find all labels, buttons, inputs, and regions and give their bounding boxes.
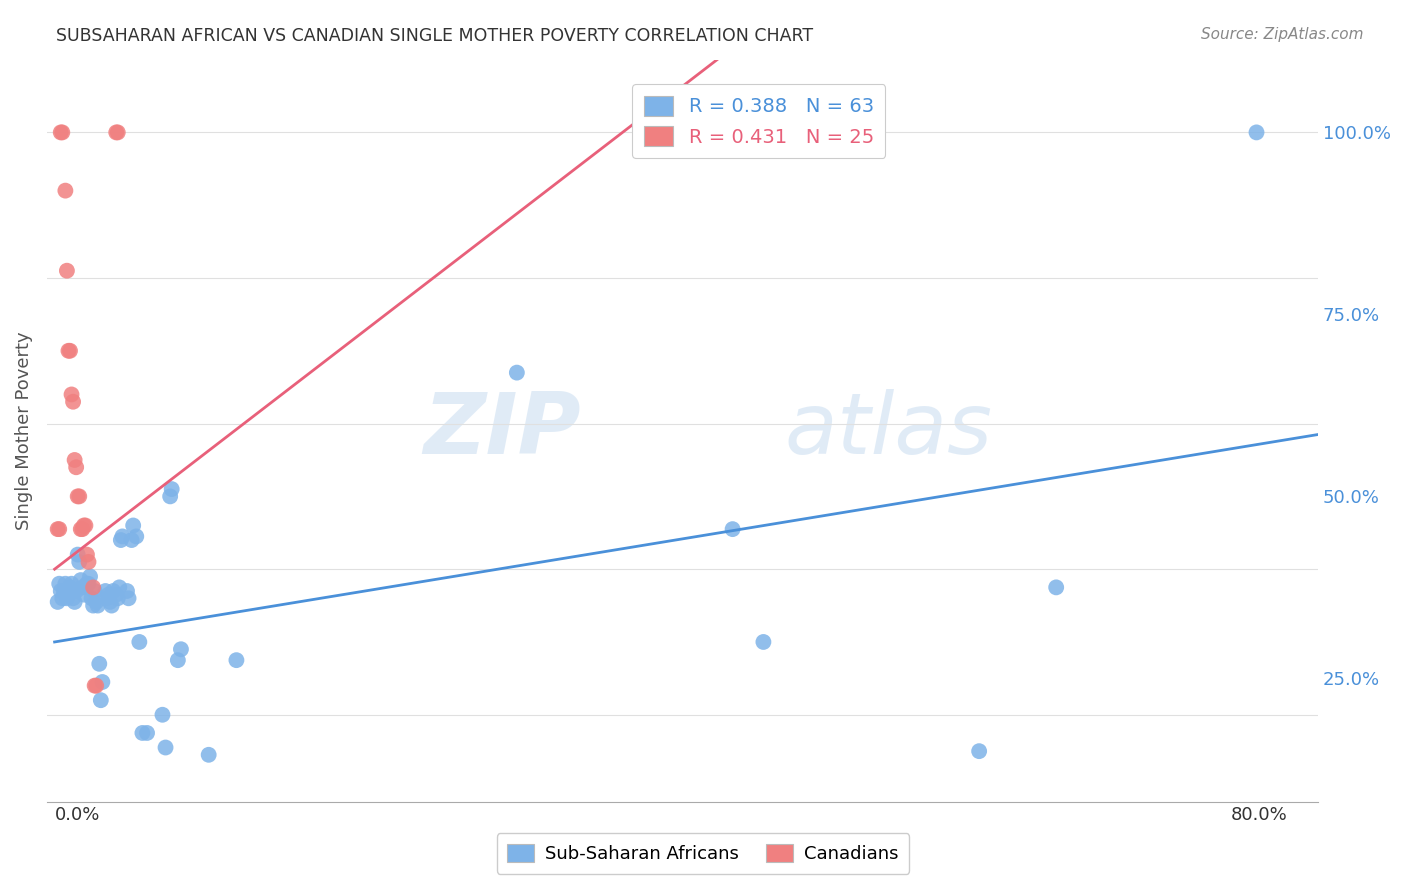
Point xyxy=(91,675,114,690)
Point xyxy=(752,635,775,649)
Text: SUBSAHARAN AFRICAN VS CANADIAN SINGLE MOTHER POVERTY CORRELATION CHART: SUBSAHARAN AFRICAN VS CANADIAN SINGLE MO… xyxy=(56,27,813,45)
Point xyxy=(83,584,105,599)
Point xyxy=(98,595,121,609)
Point xyxy=(76,576,98,591)
Point xyxy=(506,366,529,380)
Point xyxy=(128,635,150,649)
Point xyxy=(167,653,190,667)
Point xyxy=(51,591,73,606)
Point xyxy=(721,522,744,536)
Point xyxy=(75,580,97,594)
Point xyxy=(100,599,122,613)
Point xyxy=(46,595,69,609)
Point xyxy=(77,555,100,569)
Point xyxy=(225,653,247,667)
Legend: Sub-Saharan Africans, Canadians: Sub-Saharan Africans, Canadians xyxy=(496,833,910,874)
Point xyxy=(159,489,181,503)
Point xyxy=(72,522,94,536)
Point xyxy=(105,125,128,139)
Point xyxy=(60,387,83,401)
Point xyxy=(48,576,70,591)
Text: ZIP: ZIP xyxy=(423,389,581,473)
Point xyxy=(105,588,128,602)
Point xyxy=(90,693,112,707)
Point xyxy=(107,591,129,606)
Point xyxy=(67,555,90,569)
Point xyxy=(55,184,77,198)
Point xyxy=(66,489,89,503)
Point xyxy=(48,522,70,536)
Point xyxy=(60,576,83,591)
Point xyxy=(63,595,86,609)
Point xyxy=(122,518,145,533)
Point xyxy=(73,588,96,602)
Point xyxy=(115,584,138,599)
Point xyxy=(152,707,174,722)
Point xyxy=(56,263,79,277)
Point xyxy=(87,599,110,613)
Point xyxy=(1246,125,1268,139)
Point xyxy=(84,595,107,609)
Y-axis label: Single Mother Poverty: Single Mother Poverty xyxy=(15,332,32,530)
Point xyxy=(66,548,89,562)
Text: Source: ZipAtlas.com: Source: ZipAtlas.com xyxy=(1201,27,1364,42)
Point xyxy=(58,584,80,599)
Point xyxy=(101,584,124,599)
Text: atlas: atlas xyxy=(785,389,993,473)
Point xyxy=(160,482,183,496)
Point xyxy=(110,533,132,547)
Point xyxy=(69,573,91,587)
Point xyxy=(49,584,72,599)
Point xyxy=(82,599,104,613)
Point xyxy=(107,125,129,139)
Point xyxy=(59,580,82,594)
Point xyxy=(63,453,86,467)
Point xyxy=(80,591,103,606)
Point xyxy=(125,529,148,543)
Point xyxy=(1045,580,1067,594)
Point xyxy=(83,679,105,693)
Text: 80.0%: 80.0% xyxy=(1230,805,1288,823)
Point xyxy=(94,584,117,599)
Point xyxy=(52,584,75,599)
Point xyxy=(76,548,98,562)
Point xyxy=(131,726,153,740)
Point xyxy=(56,591,79,606)
Legend: R = 0.388   N = 63, R = 0.431   N = 25: R = 0.388 N = 63, R = 0.431 N = 25 xyxy=(633,84,886,158)
Point xyxy=(75,518,97,533)
Point xyxy=(77,576,100,591)
Point xyxy=(73,518,96,533)
Point xyxy=(49,125,72,139)
Point xyxy=(62,394,84,409)
Point xyxy=(155,740,177,755)
Point xyxy=(117,591,139,606)
Point xyxy=(62,591,84,606)
Point xyxy=(136,726,159,740)
Point xyxy=(58,343,80,358)
Point xyxy=(79,569,101,583)
Point xyxy=(84,679,107,693)
Point xyxy=(65,584,87,599)
Text: 0.0%: 0.0% xyxy=(55,805,100,823)
Point xyxy=(96,591,118,606)
Point xyxy=(51,125,73,139)
Point xyxy=(82,580,104,594)
Point xyxy=(67,489,90,503)
Point xyxy=(197,747,219,762)
Point xyxy=(967,744,990,758)
Point xyxy=(89,657,111,671)
Point xyxy=(46,522,69,536)
Point xyxy=(108,580,131,594)
Point xyxy=(69,522,91,536)
Point xyxy=(59,343,82,358)
Point xyxy=(121,533,143,547)
Point xyxy=(170,642,193,657)
Point xyxy=(97,588,120,602)
Point xyxy=(111,529,134,543)
Point xyxy=(55,576,77,591)
Point xyxy=(65,460,87,475)
Point xyxy=(72,580,94,594)
